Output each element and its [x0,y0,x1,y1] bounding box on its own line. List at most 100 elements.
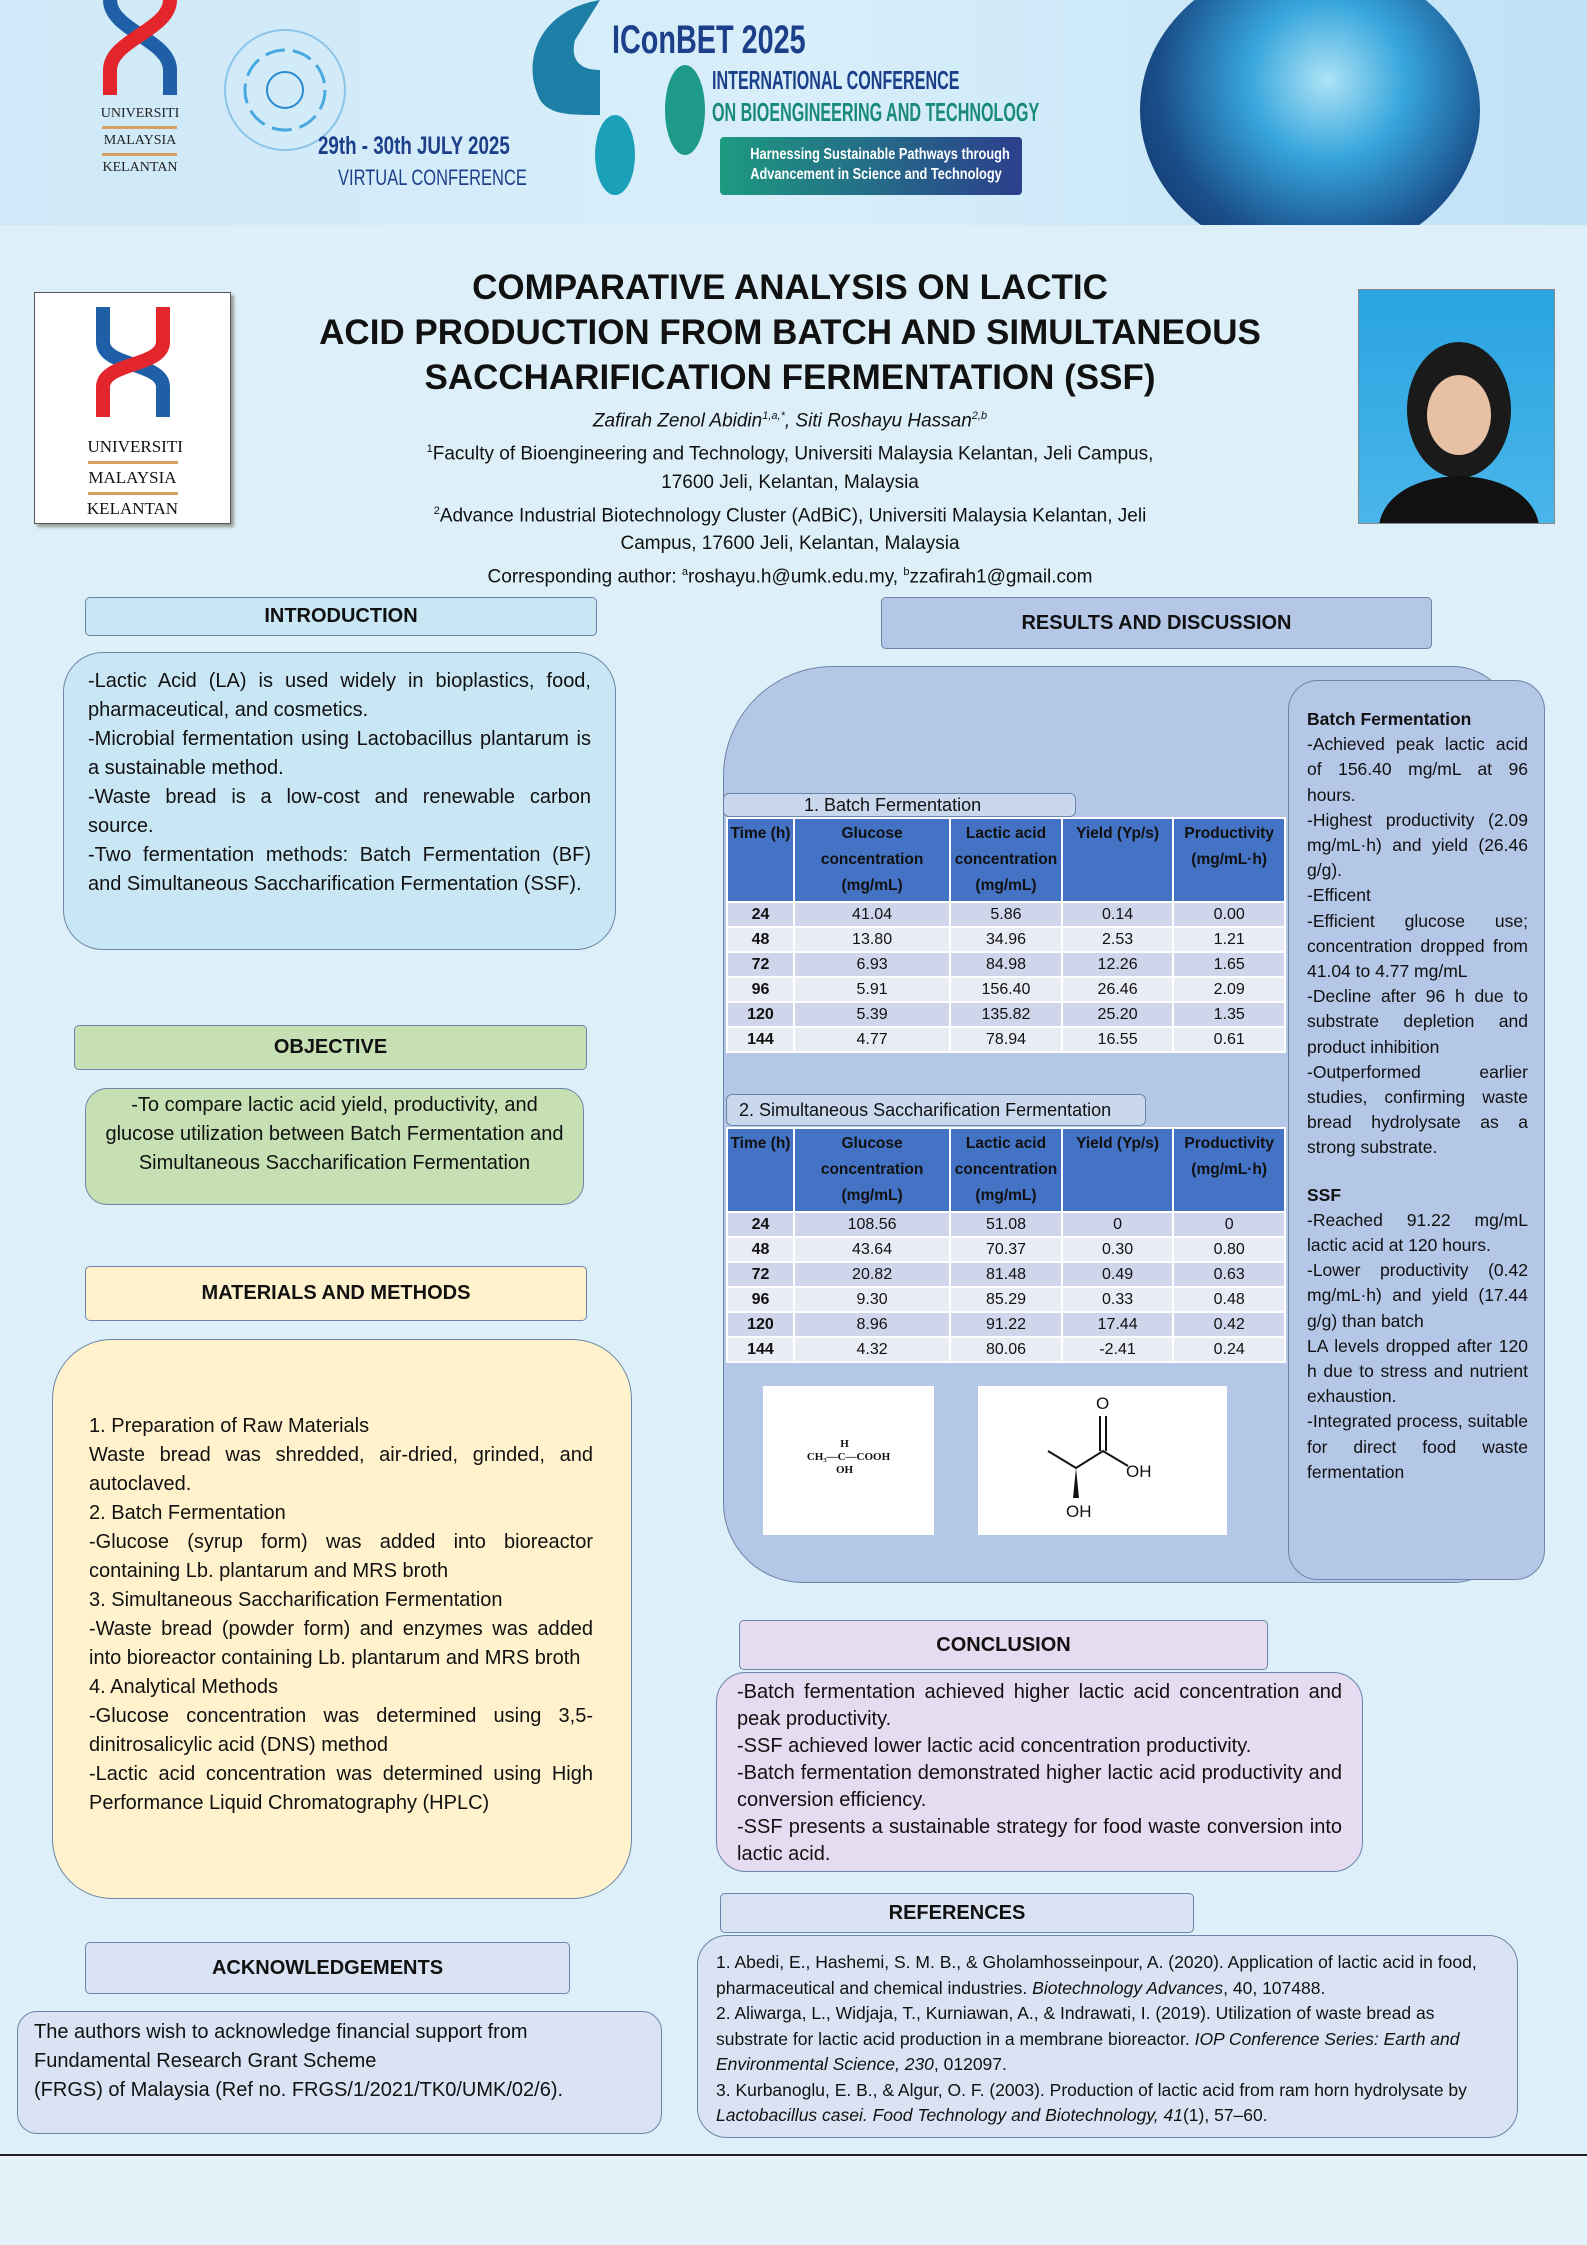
acknowledgements-box: The authors wish to acknowledge financia… [17,2011,662,2134]
banner-univ-line: UNIVERSITI [100,106,180,121]
author-name: , Siti Roshayu Hassan [784,410,972,432]
column-header: Yield (Yp/s) [1060,1127,1175,1213]
methods-box: 1. Preparation of Raw Materials Waste br… [52,1339,632,1899]
discussion-item: -Reached 91.22 mg/mL lactic acid at 120 … [1307,1209,1528,1256]
value-cell: 0.30 [1060,1236,1175,1263]
conference-name: IConBET 2025 [612,18,806,62]
acknowledgements-heading: ACKNOWLEDGEMENTS [85,1942,570,1994]
affiliation-2: 2Advance Industrial Biotechnology Cluste… [240,497,1340,530]
references-heading: REFERENCES [720,1893,1194,1933]
table2-label: 2. Simultaneous Saccharification Ferment… [726,1094,1146,1126]
methods-item: -Lactic acid concentration was determine… [89,1763,593,1814]
discussion-item: -Achieved peak lactic acid of 156.40 mg/… [1307,734,1528,805]
corr-sup: b [903,565,910,578]
intro-item: -Microbial fermentation using Lactobacil… [88,728,591,779]
value-cell: 0.61 [1172,1026,1286,1053]
reference-text: , 012097. [933,2054,1007,2074]
column-header: Glucose concentration (mg/mL) [792,817,952,903]
value-cell: 20.82 [792,1261,952,1288]
methods-item: 4. Analytical Methods [89,1676,278,1698]
atom-o: O [1096,1394,1110,1413]
objective-box: -To compare lactic acid yield, productiv… [85,1088,584,1205]
banner-univ-line: KELANTAN [102,160,178,175]
conclusion-item: -Batch fermentation achieved higher lact… [737,1681,1342,1730]
corr-email[interactable]: roshayu.h@umk.edu.my, [688,566,904,588]
author-sup: 2,b [971,410,988,422]
reference-item: 1. Abedi, E., Hashemi, S. M. B., & Ghola… [716,1950,1499,2001]
column-header: Time (h) [726,1127,795,1213]
table-row: 96 5.91 156.40 26.46 2.09 [726,976,1286,1003]
reference-text: 1. Abedi, E., Hashemi, S. M. B., & Ghola… [716,1952,1477,1998]
discussion-item: LA levels dropped after 120 h due to str… [1307,1335,1528,1407]
value-cell: 26.46 [1060,976,1175,1003]
value-cell: 9.30 [792,1286,952,1313]
university-logo: UNIVERSITI MALAYSIA KELANTAN [34,292,231,524]
discussion-item: -Integrated process, suitable for direct… [1307,1411,1528,1482]
value-cell: 13.80 [792,926,952,953]
time-cell: 96 [726,1286,795,1313]
value-cell: 0.48 [1172,1286,1286,1313]
value-cell: 91.22 [949,1311,1063,1338]
conference-title-line2: ON BIOENGINEERING AND TECHNOLOGY [712,97,1040,127]
value-cell: 0.14 [1060,901,1175,928]
value-cell: 108.56 [792,1211,952,1238]
batch-table: Time (h) Glucose concentration (mg/mL) Lac… [726,817,1286,1053]
column-header: Lactic acid concentration (mg/mL) [949,817,1063,903]
value-cell: 41.04 [792,901,952,928]
table-row: 120 5.39 135.82 25.20 1.35 [726,1001,1286,1028]
value-cell: 5.91 [792,976,952,1003]
umk-logo-icon [103,0,177,95]
value-cell: 0.49 [1060,1261,1175,1288]
value-cell: 0.63 [1172,1261,1286,1288]
column-header: Productivity (mg/mL·h) [1172,817,1286,903]
value-cell: 4.77 [792,1026,952,1053]
value-cell: 25.20 [1060,1001,1175,1028]
author-portrait-icon [1379,342,1539,523]
introduction-box: -Lactic Acid (LA) is used widely in biop… [63,652,616,950]
lactic-acid-formula: H CH₃—C—COOH OH [763,1386,934,1535]
value-cell: 81.48 [949,1261,1063,1288]
affiliation-2b: Campus, 17600 Jeli, Kelantan, Malaysia [620,532,960,554]
aff-text: Advance Industrial Biotechnology Cluster… [439,504,1147,526]
banner-univ-line: MALAYSIA [103,133,177,148]
reference-text: , 40, 107488. [1223,1977,1326,1998]
value-cell: 84.98 [949,951,1063,978]
time-cell: 144 [726,1026,795,1053]
value-cell: 70.37 [949,1236,1063,1263]
table-row: 96 9.30 85.29 0.33 0.48 [726,1286,1286,1313]
table-row: 120 8.96 91.22 17.44 0.42 [726,1311,1286,1338]
discussion-box: Batch Fermentation -Achieved peak lactic… [1288,680,1545,1580]
theme-line: Harnessing Sustainable Pathways through [750,146,1010,163]
discussion-item: -Lower productivity (0.42 mg/mL·h) and y… [1307,1260,1528,1331]
time-cell: 72 [726,1261,795,1288]
conclusion-item: -Batch fermentation demonstrated higher … [737,1762,1342,1811]
corresponding-author: Corresponding author: aroshayu.h@umk.edu… [240,558,1340,591]
table-row: 24 108.56 51.08 0 0 [726,1211,1286,1238]
discussion-item: -Decline after 96 h due to substrate dep… [1307,986,1528,1057]
aff-sup: 2 [433,504,440,517]
discussion-heading: Batch Fermentation [1307,709,1472,729]
logo-text: KELANTAN [86,499,179,518]
table-row: 144 4.77 78.94 16.55 0.61 [726,1026,1286,1053]
conference-banner: UNIVERSITI MALAYSIA KELANTAN 29th - 30th… [0,0,1587,225]
time-cell: 48 [726,926,795,953]
methods-item: 2. Batch Fermentation [89,1502,286,1524]
table-row: 24 41.04 5.86 0.14 0.00 [726,901,1286,928]
lactic-acid-structure: O OH OH [978,1386,1227,1535]
footer-area [0,2156,1587,2245]
value-cell: 51.08 [949,1211,1063,1238]
corr-email[interactable]: zzafirah1@gmail.com [909,566,1093,588]
conclusion-box: -Batch fermentation achieved higher lact… [716,1672,1363,1872]
value-cell: 8.96 [792,1311,952,1338]
author-sup: 1,a,* [762,410,785,422]
reference-journal: IOP Conference Series: Earth and Environ… [716,2028,1460,2075]
title-block: COMPARATIVE ANALYSIS ON LACTIC ACID PROD… [240,265,1340,591]
footer-divider [0,2154,1587,2156]
column-header: Yield (Yp/s) [1060,817,1175,903]
conclusion-item: -SSF achieved lower lactic acid concentr… [737,1735,1252,1757]
table-header-row: Time (h) Glucose concentration (mg/mL) Lac… [726,1127,1286,1213]
corr-label: Corresponding author: [487,566,682,588]
tech-circle-icon [224,29,346,151]
time-cell: 120 [726,1311,795,1338]
methods-item: Waste bread was shredded, air-dried, gri… [89,1444,593,1495]
